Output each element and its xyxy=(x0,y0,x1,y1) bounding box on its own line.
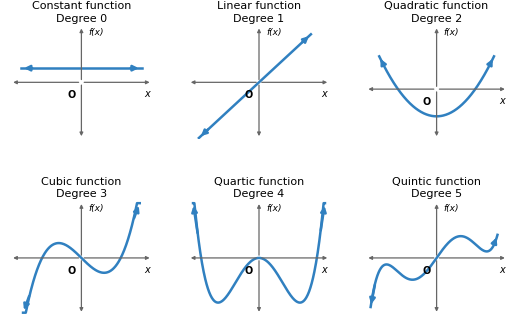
Title: Cubic function
Degree 3: Cubic function Degree 3 xyxy=(41,177,122,199)
Title: Quintic function
Degree 5: Quintic function Degree 5 xyxy=(392,177,481,199)
Text: f(x): f(x) xyxy=(266,204,282,213)
Text: f(x): f(x) xyxy=(266,28,282,37)
Text: x: x xyxy=(322,89,327,99)
Text: x: x xyxy=(144,265,150,275)
Text: O: O xyxy=(67,90,76,100)
Text: x: x xyxy=(499,265,505,275)
Text: f(x): f(x) xyxy=(444,204,459,213)
Text: O: O xyxy=(67,266,76,276)
Text: f(x): f(x) xyxy=(89,28,104,37)
Text: O: O xyxy=(423,266,431,276)
Text: O: O xyxy=(245,266,253,276)
Text: x: x xyxy=(144,89,150,99)
Text: f(x): f(x) xyxy=(89,204,104,213)
Text: x: x xyxy=(322,265,327,275)
Title: Constant function
Degree 0: Constant function Degree 0 xyxy=(32,1,131,23)
Text: x: x xyxy=(499,96,505,106)
Title: Quartic function
Degree 4: Quartic function Degree 4 xyxy=(214,177,304,199)
Text: f(x): f(x) xyxy=(444,28,459,37)
Title: Quadratic function
Degree 2: Quadratic function Degree 2 xyxy=(384,1,488,23)
Title: Linear function
Degree 1: Linear function Degree 1 xyxy=(217,1,301,23)
Text: O: O xyxy=(245,90,253,100)
Text: O: O xyxy=(423,97,431,107)
